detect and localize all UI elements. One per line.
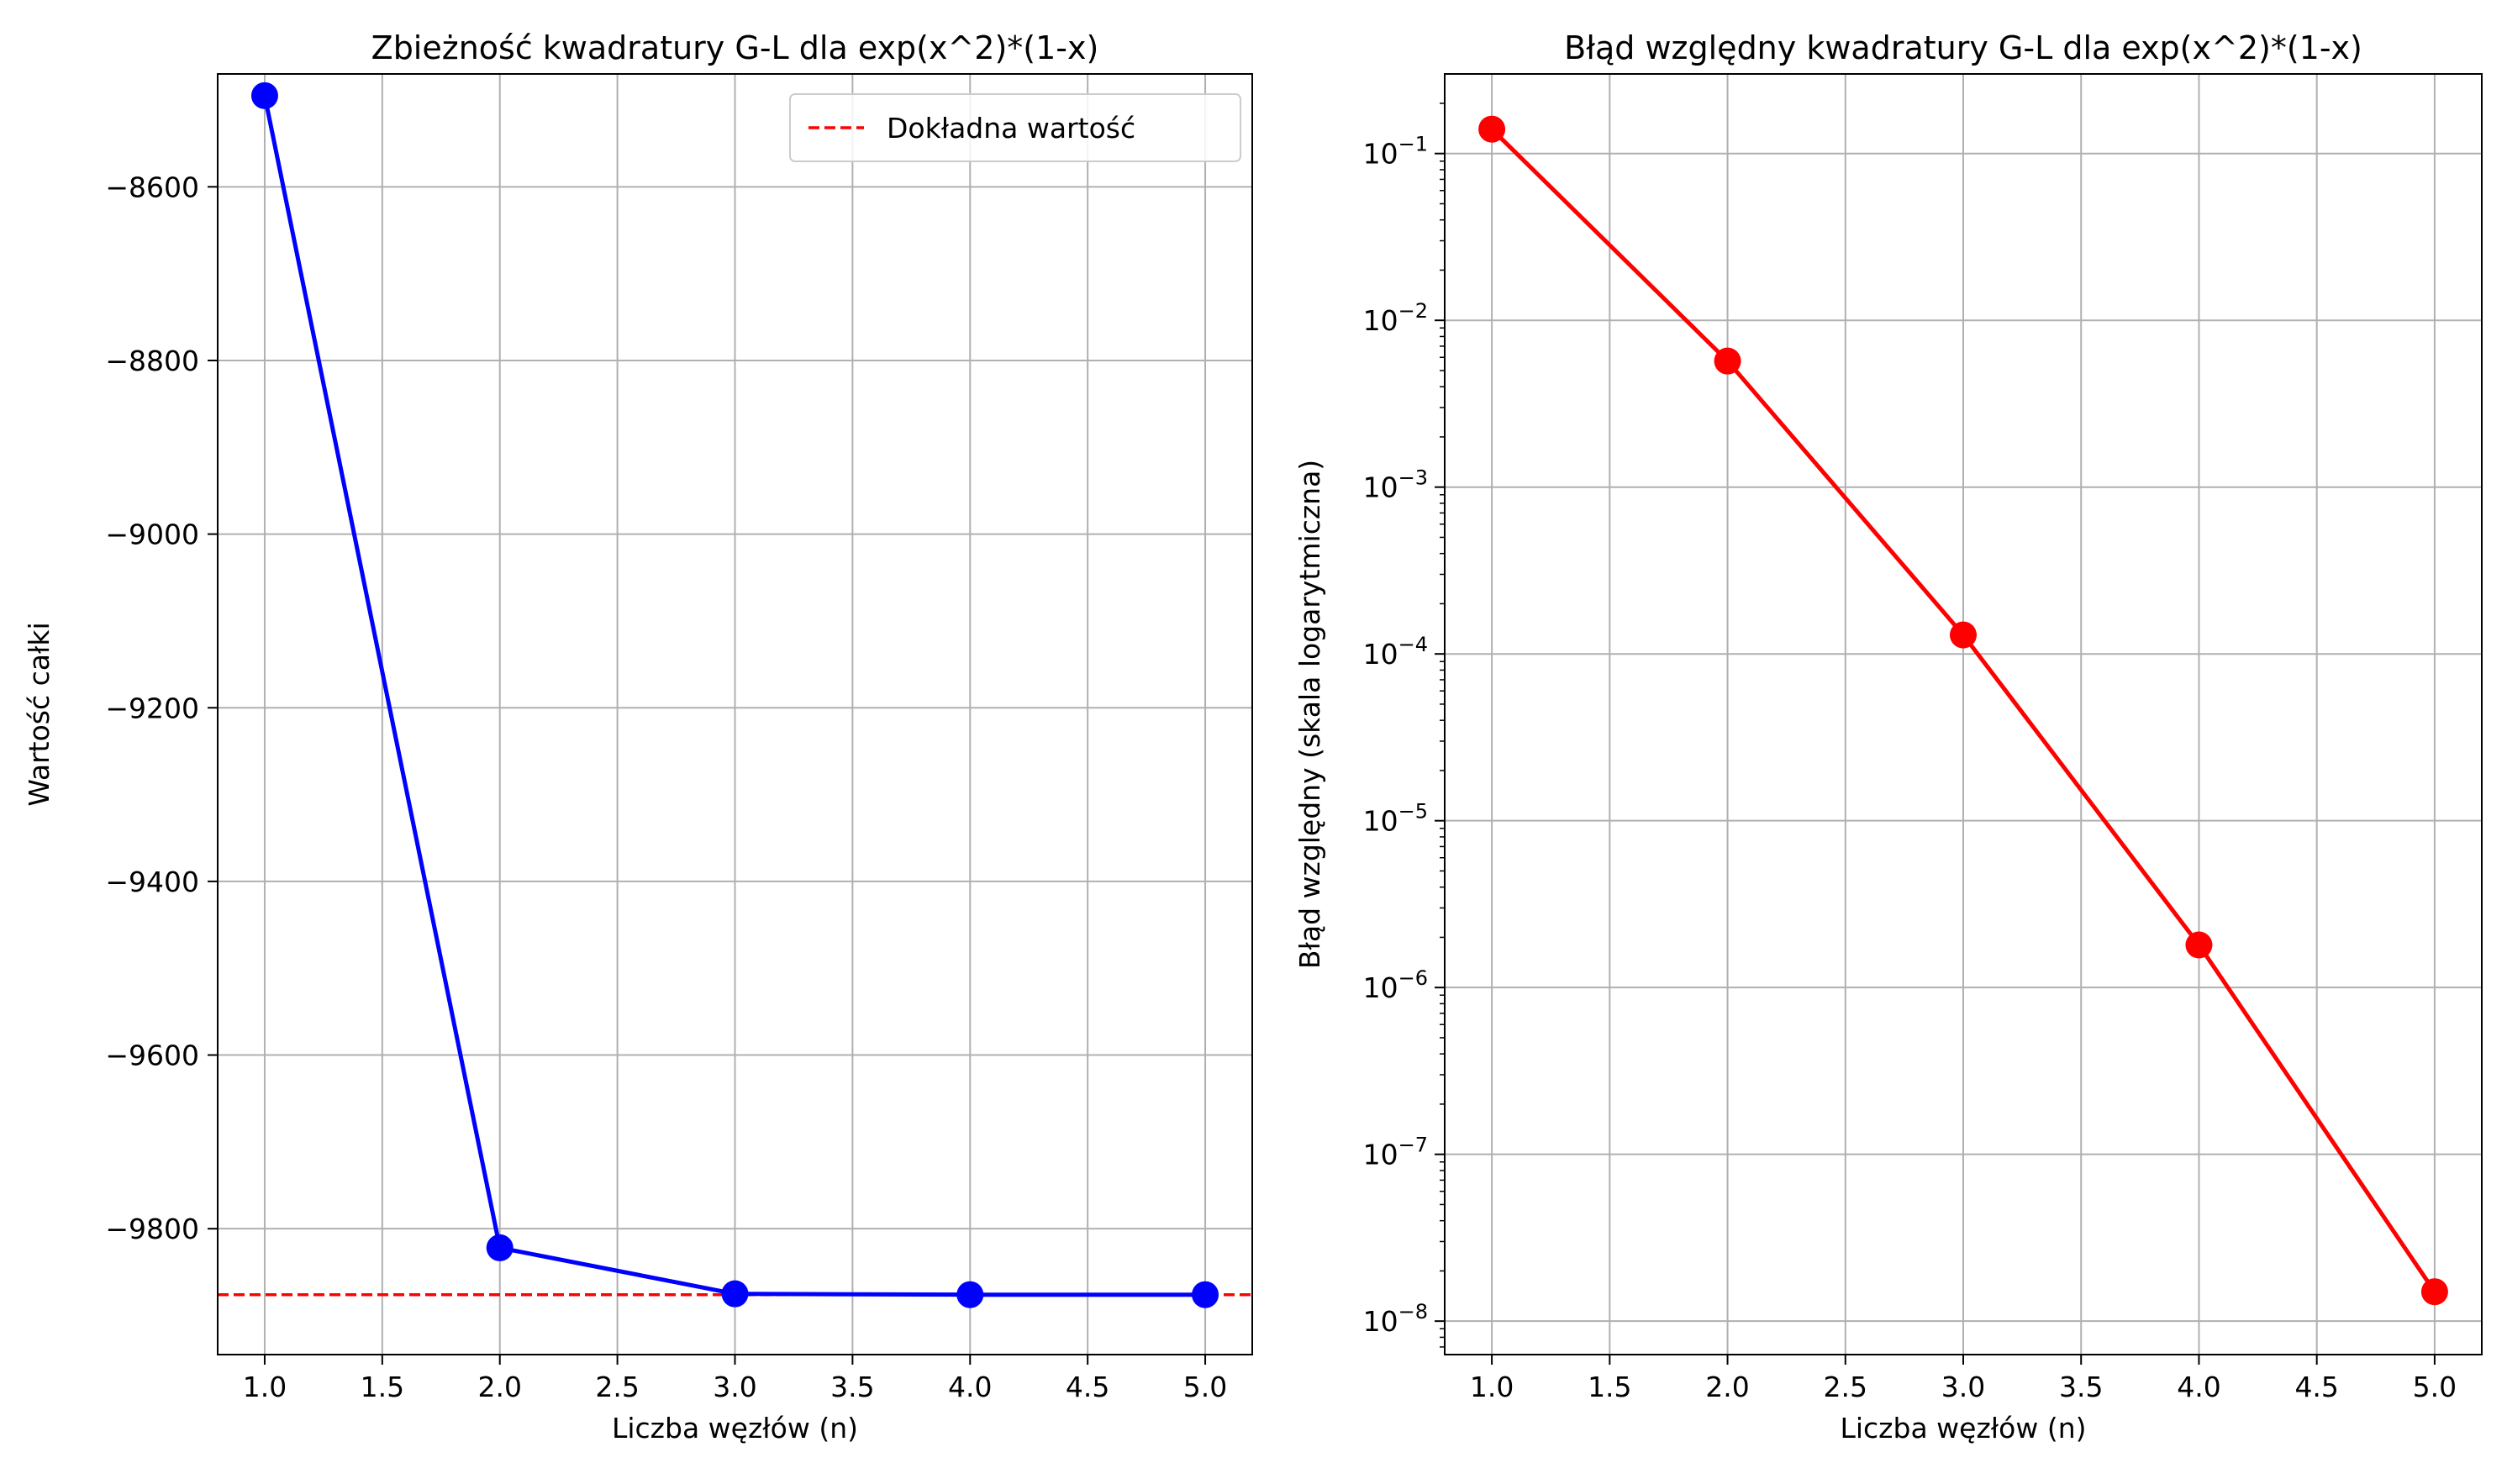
x-tick-label: 2.5	[1824, 1371, 1867, 1403]
y-axis-label: Błąd względny (skala logarytmiczna)	[1293, 460, 1326, 969]
x-tick-label: 4.0	[948, 1371, 992, 1403]
x-tick-label: 4.5	[1066, 1371, 1109, 1403]
y-tick-label: 10−3	[1363, 466, 1428, 504]
y-ticks: −8600 −8800 −9000 −9200 −9400 −9600 −9800	[105, 171, 218, 1245]
x-axis-label: Liczba węzłów (n)	[612, 1412, 858, 1445]
y-axis-label: Wartość całki	[23, 622, 55, 806]
data-point	[1714, 347, 1741, 375]
x-tick-label: 3.5	[2059, 1371, 2103, 1403]
x-tick-label: 1.5	[1588, 1371, 1631, 1403]
y-tick-label: 10−8	[1363, 1300, 1428, 1338]
chart-title: Błąd względny kwadratury G-L dla exp(x^2…	[1564, 29, 2362, 66]
data-point	[956, 1281, 984, 1308]
y-tick-label: 10−5	[1363, 800, 1428, 838]
legend: Dokładna wartość	[789, 93, 1241, 162]
data-point	[486, 1234, 514, 1261]
data-point	[250, 82, 278, 109]
convergence-chart: 1.0 1.5 2.0 2.5 3.0 3.5 4.0 4.5 5.0 −8600 −8800 −9…	[23, 29, 1253, 1445]
x-tick-label: 4.5	[2294, 1371, 2338, 1403]
y-tick-label: −9400	[105, 866, 199, 898]
data-point	[1478, 115, 1506, 143]
y-tick-label: −8800	[105, 345, 199, 377]
data-point	[2420, 1278, 2448, 1306]
x-tick-label: 3.5	[830, 1371, 874, 1403]
x-tick-label: 2.0	[477, 1371, 521, 1403]
x-tick-label: 2.5	[595, 1371, 639, 1403]
series-group	[1478, 115, 2448, 1306]
x-tick-label: 1.0	[243, 1371, 287, 1403]
y-tick-label: 10−4	[1363, 633, 1428, 671]
legend-box	[789, 93, 1241, 162]
series-group	[250, 82, 1219, 1308]
x-tick-label: 1.5	[361, 1371, 404, 1403]
y-ticks: 10−1 10−2 10−3 10−4 10−5 10−6 10−7 10−8	[1363, 103, 1445, 1348]
y-tick-label: −8600	[105, 171, 199, 203]
y-tick-label: 10−7	[1363, 1134, 1428, 1171]
chart-title: Zbieżność kwadratury G-L dla exp(x^2)*(1…	[371, 29, 1099, 66]
x-ticks: 1.0 1.5 2.0 2.5 3.0 3.5 4.0 4.5 5.0	[243, 1355, 1227, 1403]
y-tick-label: −9000	[105, 518, 199, 551]
legend-entry-exact-value: Dokładna wartość	[887, 112, 1135, 145]
y-tick-label: 10−6	[1363, 966, 1428, 1004]
data-point	[1950, 621, 1977, 649]
x-tick-label: 2.0	[1705, 1371, 1749, 1403]
x-tick-label: 4.0	[2177, 1371, 2220, 1403]
x-tick-label: 3.0	[713, 1371, 756, 1403]
y-tick-label: −9200	[105, 692, 199, 724]
y-tick-label: 10−2	[1363, 299, 1428, 337]
x-axis-label: Liczba węzłów (n)	[1840, 1412, 2086, 1445]
x-ticks: 1.0 1.5 2.0 2.5 3.0 3.5 4.0 4.5 5.0	[1470, 1355, 2457, 1403]
x-tick-label: 5.0	[2413, 1371, 2457, 1403]
x-tick-label: 5.0	[1183, 1371, 1227, 1403]
grid	[1445, 74, 2482, 1355]
grid	[218, 74, 1252, 1355]
y-tick-label: −9600	[105, 1039, 199, 1072]
x-tick-label: 3.0	[1941, 1371, 1985, 1403]
x-tick-label: 1.0	[1470, 1371, 1514, 1403]
y-tick-label: −9800	[105, 1213, 199, 1245]
data-point	[1192, 1281, 1219, 1308]
relative-error-chart: 1.0 1.5 2.0 2.5 3.0 3.5 4.0 4.5 5.0 10−1 10−2 10−3…	[1293, 29, 2483, 1445]
data-point	[721, 1280, 749, 1308]
y-tick-label: 10−1	[1363, 133, 1428, 171]
data-point	[2185, 931, 2213, 959]
